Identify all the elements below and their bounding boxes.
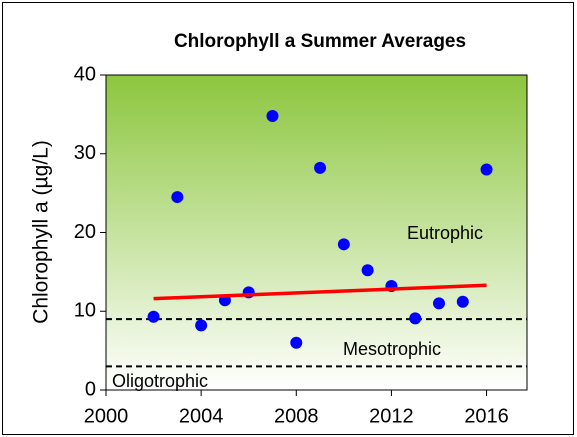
data-point: [290, 336, 303, 349]
trend-line: [153, 283, 487, 301]
plot-area: [105, 74, 528, 391]
y-tick-label: 10: [74, 300, 96, 322]
zone-label: Eutrophic: [407, 223, 483, 243]
y-tick-label: 20: [74, 221, 96, 243]
data-point: [147, 310, 160, 323]
y-tick-label: 0: [85, 378, 96, 400]
x-tick-label: 2004: [179, 405, 224, 427]
y-tick-label: 40: [74, 63, 96, 85]
y-tick-label: 30: [74, 142, 96, 164]
data-point: [361, 264, 374, 277]
data-point: [409, 312, 422, 325]
data-point: [266, 109, 279, 122]
data-point: [337, 238, 350, 251]
zone-label: Oligotrophic: [112, 371, 208, 391]
data-point: [456, 295, 469, 308]
y-axis-label: Chlorophyll a (µg/L): [30, 140, 53, 324]
data-point: [314, 161, 327, 174]
data-point: [432, 297, 445, 310]
data-point: [480, 163, 493, 176]
data-point: [195, 319, 208, 332]
chart-title: Chlorophyll a Summer Averages: [174, 31, 466, 52]
x-tick-label: 2016: [464, 405, 509, 427]
x-tick-label: 2012: [369, 405, 414, 427]
zone-label: Mesotrophic: [343, 339, 441, 359]
x-tick-label: 2000: [84, 405, 129, 427]
data-point: [171, 191, 184, 204]
x-tick-label: 2008: [274, 405, 319, 427]
